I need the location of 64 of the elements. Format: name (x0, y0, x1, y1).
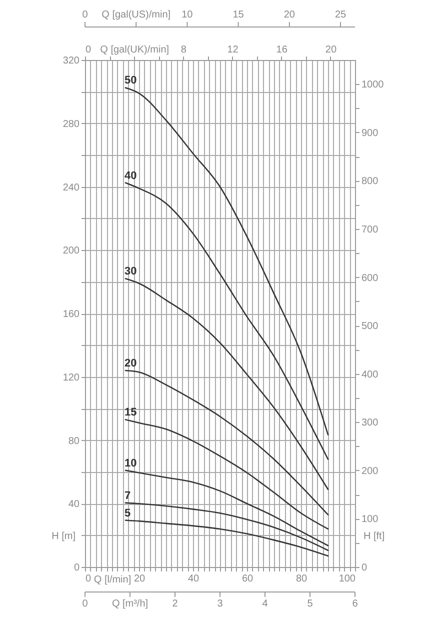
y2-tick-label: 500 (362, 321, 379, 332)
line-series (124, 520, 329, 557)
y2-tick-label: 600 (362, 272, 379, 284)
y2-tick-label: 900 (362, 128, 379, 139)
y-tick-label: 240 (62, 182, 80, 194)
x2-axis-title: Q [gal(UK)/min] (100, 44, 170, 56)
series-label: 30 (124, 266, 137, 278)
y2-tick-label: 400 (362, 369, 379, 380)
x-tick-label: 0 (86, 574, 92, 584)
text: 6 (352, 598, 358, 610)
y-tick-label: 80 (68, 436, 80, 447)
line-series (124, 502, 329, 552)
text: 10 (182, 10, 194, 21)
line-series (124, 278, 329, 490)
x2-tick-label: 12 (227, 44, 239, 56)
series-label: 20 (124, 358, 137, 370)
series-label: 5 (124, 507, 131, 520)
series-label: 40 (124, 170, 137, 182)
line-series (124, 470, 329, 546)
y-axis-title: H [m] (52, 530, 76, 542)
line-series (124, 370, 329, 516)
text: 3 (217, 598, 224, 610)
line-series (124, 87, 329, 436)
y-tick-label: 160 (62, 309, 80, 320)
y2-tick-label: 300 (362, 418, 379, 429)
x2-tick-label: 20 (325, 44, 337, 56)
y-tick-label: 0 (74, 562, 80, 574)
y-tick-label: 40 (68, 499, 80, 510)
series-label: 7 (124, 490, 131, 502)
text: Q [gal(US)/min] (102, 10, 171, 21)
text: 20 (284, 10, 296, 21)
series-label: 50 (124, 74, 137, 87)
y-tick-label: 200 (62, 246, 80, 257)
x-tick-label: 60 (242, 574, 254, 584)
x-tick-label: 100 (338, 574, 356, 584)
x2-tick-label: 16 (276, 44, 288, 56)
text: 15 (232, 10, 244, 21)
x2-tick-label: 0 (86, 44, 92, 56)
y2-tick-label: 800 (362, 176, 379, 188)
y2-tick-label: 700 (362, 224, 379, 236)
text: 0 (82, 598, 88, 610)
text: Q [m³/h] (112, 598, 148, 610)
x-tick-label: 40 (188, 574, 200, 584)
y2-tick-label: 0 (362, 562, 368, 574)
text: 2 (172, 598, 178, 610)
y2-tick-label: 1000 (362, 80, 384, 91)
y-tick-label: 320 (62, 56, 80, 66)
y-tick-label: 120 (62, 372, 80, 384)
text: 0 (82, 10, 88, 21)
y2-tick-label: 100 (362, 514, 379, 526)
line-series (124, 182, 329, 460)
y-tick-label: 280 (62, 118, 80, 130)
x-tick-label: 80 (296, 574, 308, 584)
text: 5 (307, 598, 314, 610)
x-axis-title: Q [l/min] (94, 574, 132, 586)
text: 25 (334, 10, 346, 21)
x-tick-label: 20 (134, 574, 146, 584)
series-label: 15 (124, 406, 137, 419)
series-label: 10 (124, 457, 137, 470)
y2-tick-label: 200 (362, 466, 379, 477)
x2-tick-label: 8 (180, 44, 187, 56)
y2-axis-title: H [ft] (364, 530, 385, 542)
line-series (124, 419, 329, 530)
text: 4 (262, 598, 268, 610)
